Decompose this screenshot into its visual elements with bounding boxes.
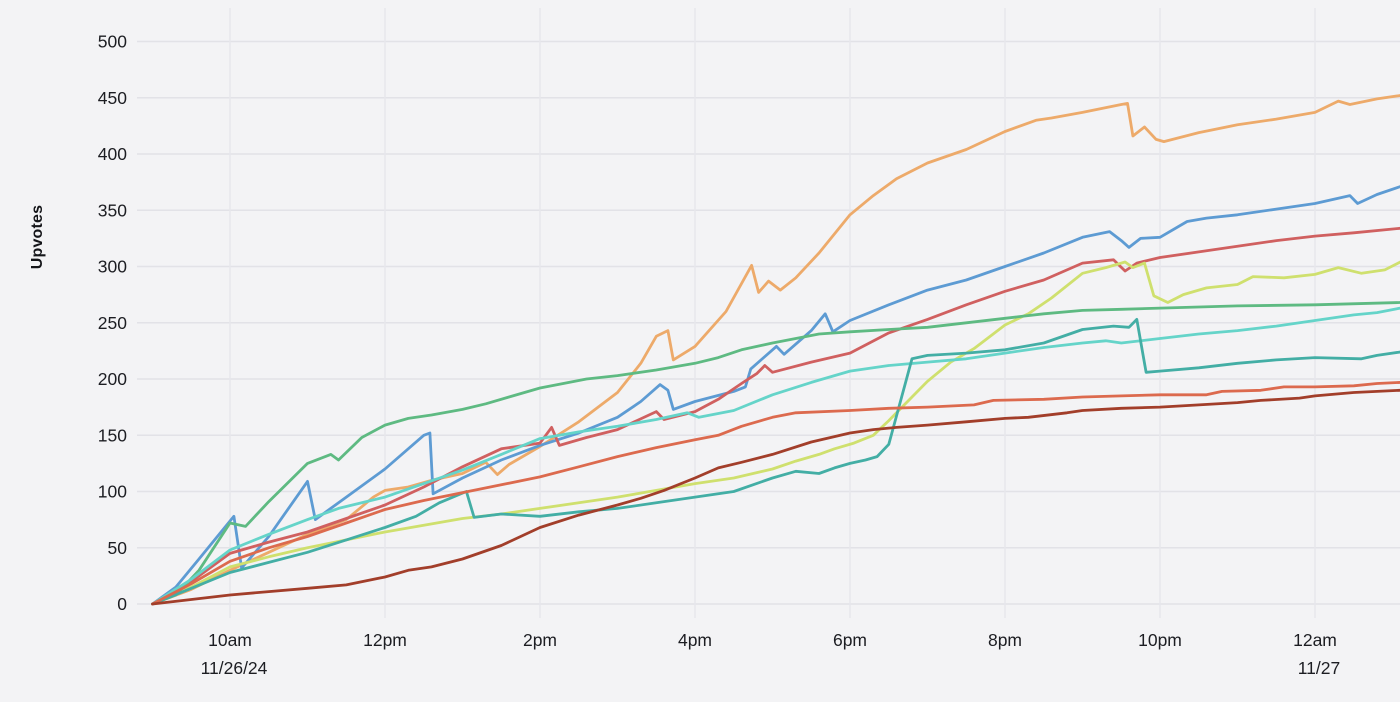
series-line-lime[interactable]: [151, 260, 1400, 606]
y-tick-label-0: 0: [117, 594, 127, 614]
series-line-teal[interactable]: [151, 318, 1400, 606]
series-line-vermilion[interactable]: [151, 381, 1400, 606]
y-tick-label-350: 350: [98, 200, 127, 220]
y-tick-label-200: 200: [98, 369, 127, 389]
series-line-orange[interactable]: [151, 94, 1400, 606]
x-tick-date-11/26/24: 11/26/24: [201, 658, 268, 678]
series-line-green[interactable]: [151, 301, 1400, 606]
y-tick-label-50: 50: [108, 538, 128, 558]
y-tick-label-450: 450: [98, 88, 127, 108]
y-tick-label-400: 400: [98, 144, 127, 164]
y-tick-label-150: 150: [98, 425, 127, 445]
x-tick-label-8pm: 8pm: [988, 630, 1022, 650]
x-tick-label-2pm: 2pm: [523, 630, 557, 650]
y-axis-title: Upvotes: [29, 204, 46, 270]
series-line-red[interactable]: [151, 226, 1400, 606]
x-tick-date-11/27: 11/27: [1298, 658, 1341, 678]
y-tick-label-100: 100: [98, 482, 127, 502]
y-tick-label-250: 250: [98, 313, 127, 333]
x-tick-label-10pm: 10pm: [1138, 630, 1182, 650]
y-tick-label-300: 300: [98, 257, 127, 277]
series-line-dark-red[interactable]: [151, 388, 1400, 606]
series-line-blue[interactable]: [151, 185, 1400, 606]
x-tick-label-10am: 10am: [208, 630, 252, 650]
x-tick-label-6pm: 6pm: [833, 630, 867, 650]
x-tick-label-12am: 12am: [1293, 630, 1337, 650]
x-tick-label-4pm: 4pm: [678, 630, 712, 650]
x-tick-label-12pm: 12pm: [363, 630, 407, 650]
series-line-light-teal[interactable]: [151, 306, 1400, 606]
y-tick-label-500: 500: [98, 32, 127, 52]
